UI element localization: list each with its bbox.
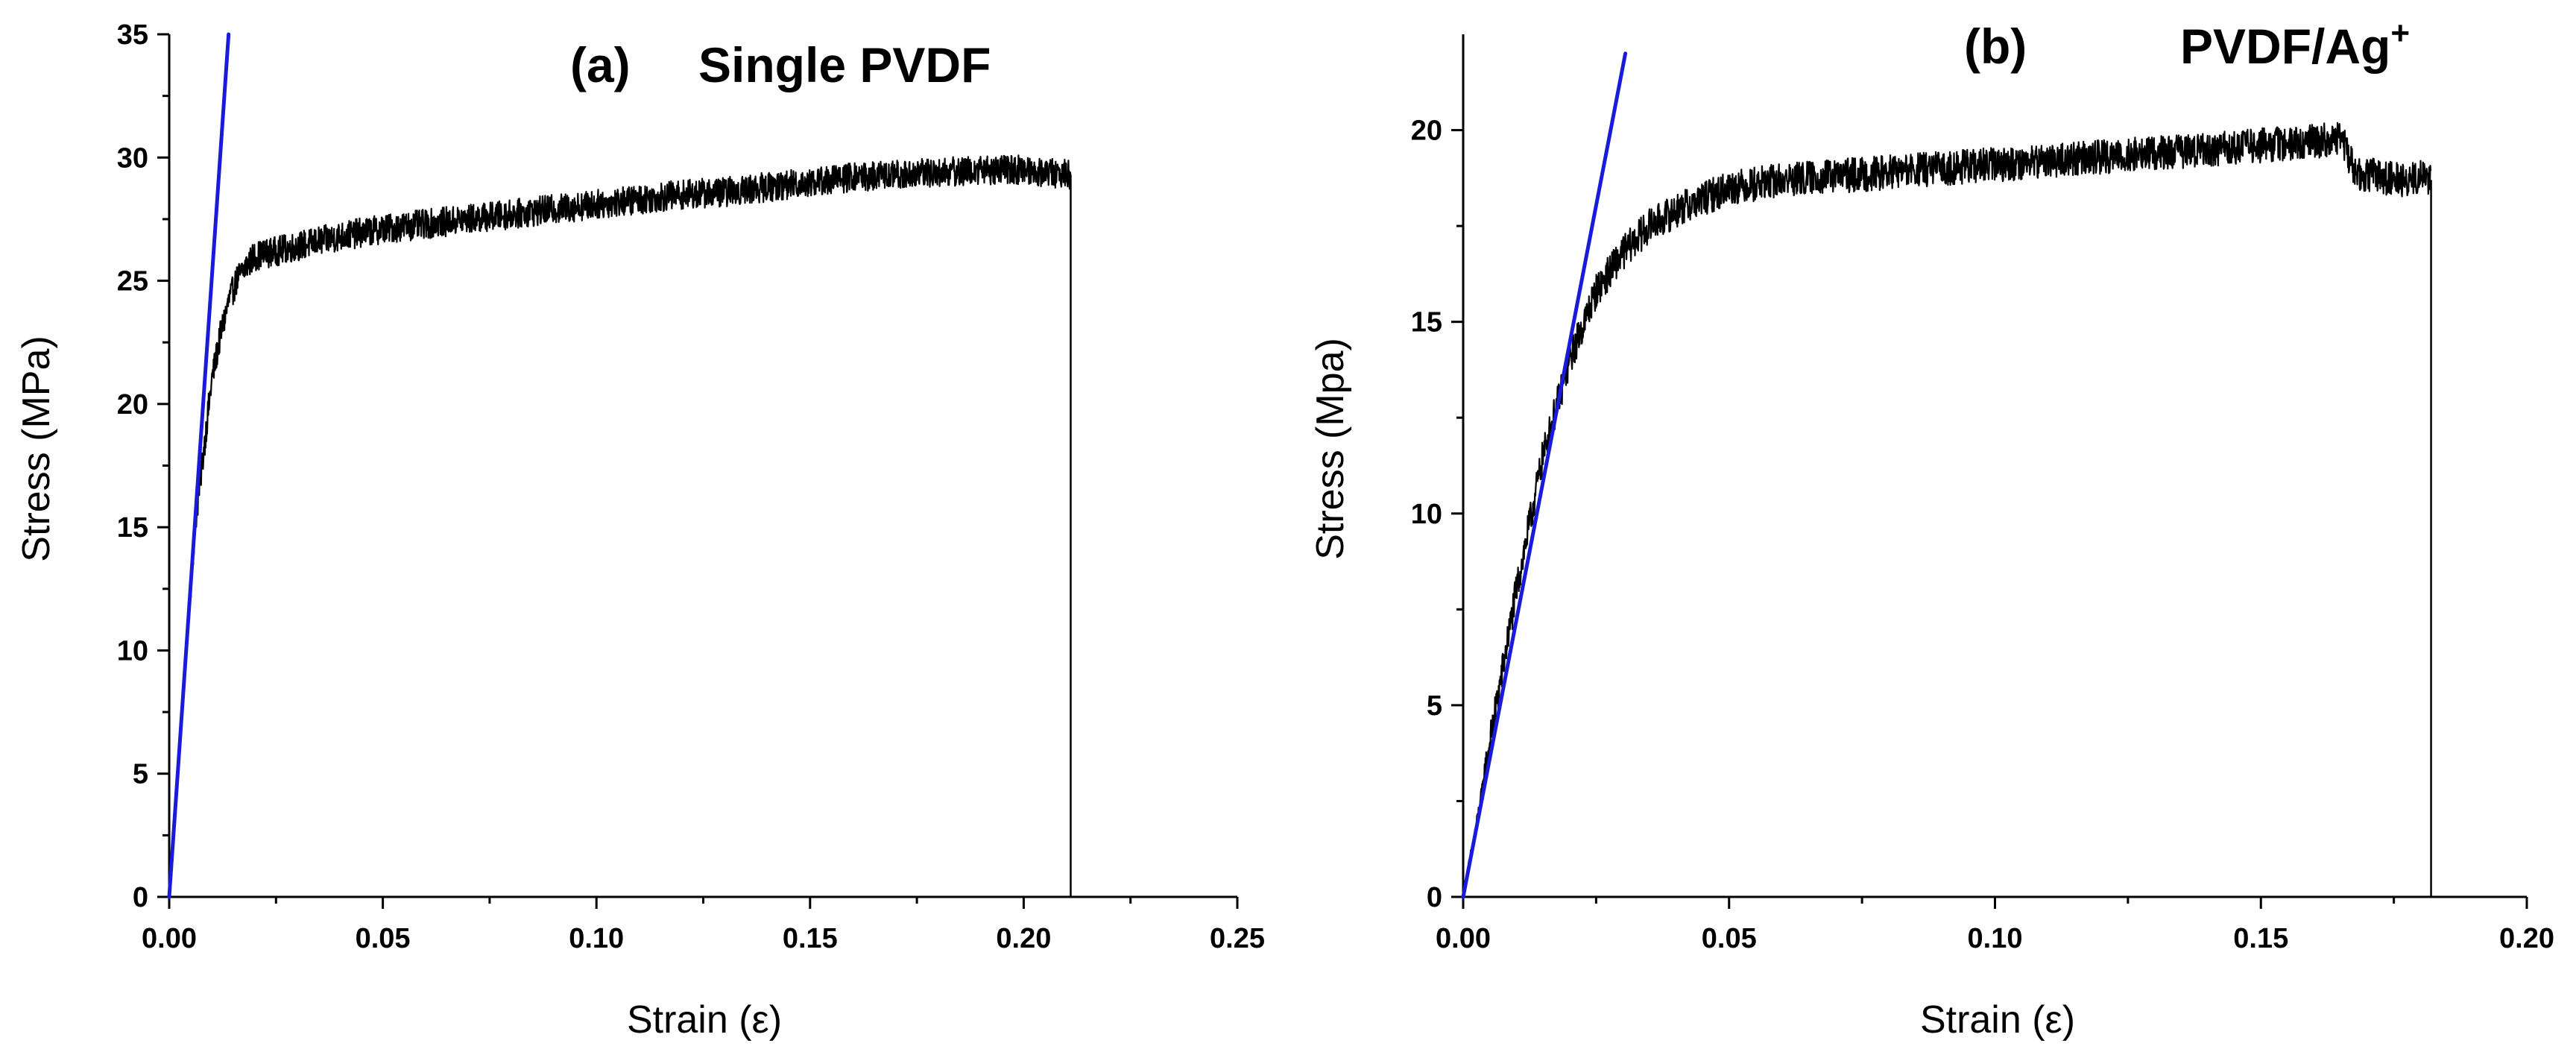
panel-a-stress-strain-curve <box>168 154 1072 896</box>
panel-b-x-tick-label: 0.00 <box>1436 923 1491 954</box>
panel-b-x-tick-label: 0.15 <box>2233 923 2288 954</box>
panel-a-title: Single PVDF <box>698 37 991 92</box>
panel-a-x-tick-label: 0.15 <box>783 923 838 954</box>
panel-b-title-superscript: + <box>2390 15 2410 51</box>
panel-b-y-tick-label: 10 <box>1411 499 1442 530</box>
panel-a: 0.00 0.05 0.10 0.15 0.20 0.25 0 5 10 15 20 25 30 35 (… <box>15 19 1265 1042</box>
panel-b-y-tick-label: 5 <box>1427 690 1442 722</box>
panel-a-x-axis-label: Strain (ε) <box>627 998 782 1042</box>
panel-b-axes: 0.00 0.05 0.10 0.15 0.20 0 5 10 15 20 <box>1411 34 2554 954</box>
panel-b-y-tick-label: 0 <box>1427 882 1442 913</box>
panel-a-x-tick-label: 0.00 <box>142 923 197 954</box>
panel-a-y-tick-label: 5 <box>133 759 148 790</box>
panel-b-x-tick-label: 0.20 <box>2499 923 2554 954</box>
panel-b-x-tick-label: 0.10 <box>1968 923 2023 954</box>
panel-a-axes: 0.00 0.05 0.10 0.15 0.20 0.25 0 5 10 15 20 25 30 35 <box>117 19 1265 954</box>
panel-a-x-tick-label: 0.10 <box>569 923 624 954</box>
panel-b-stress-strain-curve <box>1462 122 2432 898</box>
panel-b-y-tick-label: 20 <box>1411 116 1442 147</box>
panel-b-title-main: PVDF/Ag <box>2180 19 2390 74</box>
panel-b: 0.00 0.05 0.10 0.15 0.20 0 5 10 15 20 (b) PVDF/Ag… <box>1309 15 2554 1042</box>
panel-a-y-tick-label: 20 <box>117 389 148 420</box>
panel-a-y-tick-label: 0 <box>133 882 148 913</box>
panel-a-data <box>167 32 1072 899</box>
panel-a-y-axis-label: Stress (MPa) <box>15 336 58 561</box>
panel-b-letter: (b) <box>1964 19 2027 74</box>
panel-a-x-tick-label: 0.05 <box>356 923 411 954</box>
panel-b-y-axis-label: Stress (Mpa) <box>1309 338 1352 560</box>
panel-b-x-axis-label: Strain (ε) <box>1920 998 2075 1042</box>
panel-a-letter: (a) <box>570 37 631 92</box>
panel-b-y-tick-label: 15 <box>1411 307 1442 338</box>
panel-a-y-tick-label: 35 <box>117 19 148 51</box>
panel-a-x-tick-label: 0.25 <box>1210 923 1265 954</box>
panel-a-y-tick-label: 30 <box>117 142 148 174</box>
panel-a-linear-fit-line <box>167 32 231 899</box>
panel-b-data <box>1461 51 2432 899</box>
panel-a-y-tick-label: 25 <box>117 266 148 297</box>
panel-b-x-tick-label: 0.05 <box>1702 923 1757 954</box>
panel-a-y-tick-label: 15 <box>117 512 148 544</box>
panel-b-linear-fit-line <box>1461 51 1628 899</box>
panel-a-x-tick-label: 0.20 <box>996 923 1051 954</box>
panel-a-y-tick-label: 10 <box>117 635 148 667</box>
panel-b-title: PVDF/Ag+ <box>2180 15 2410 74</box>
